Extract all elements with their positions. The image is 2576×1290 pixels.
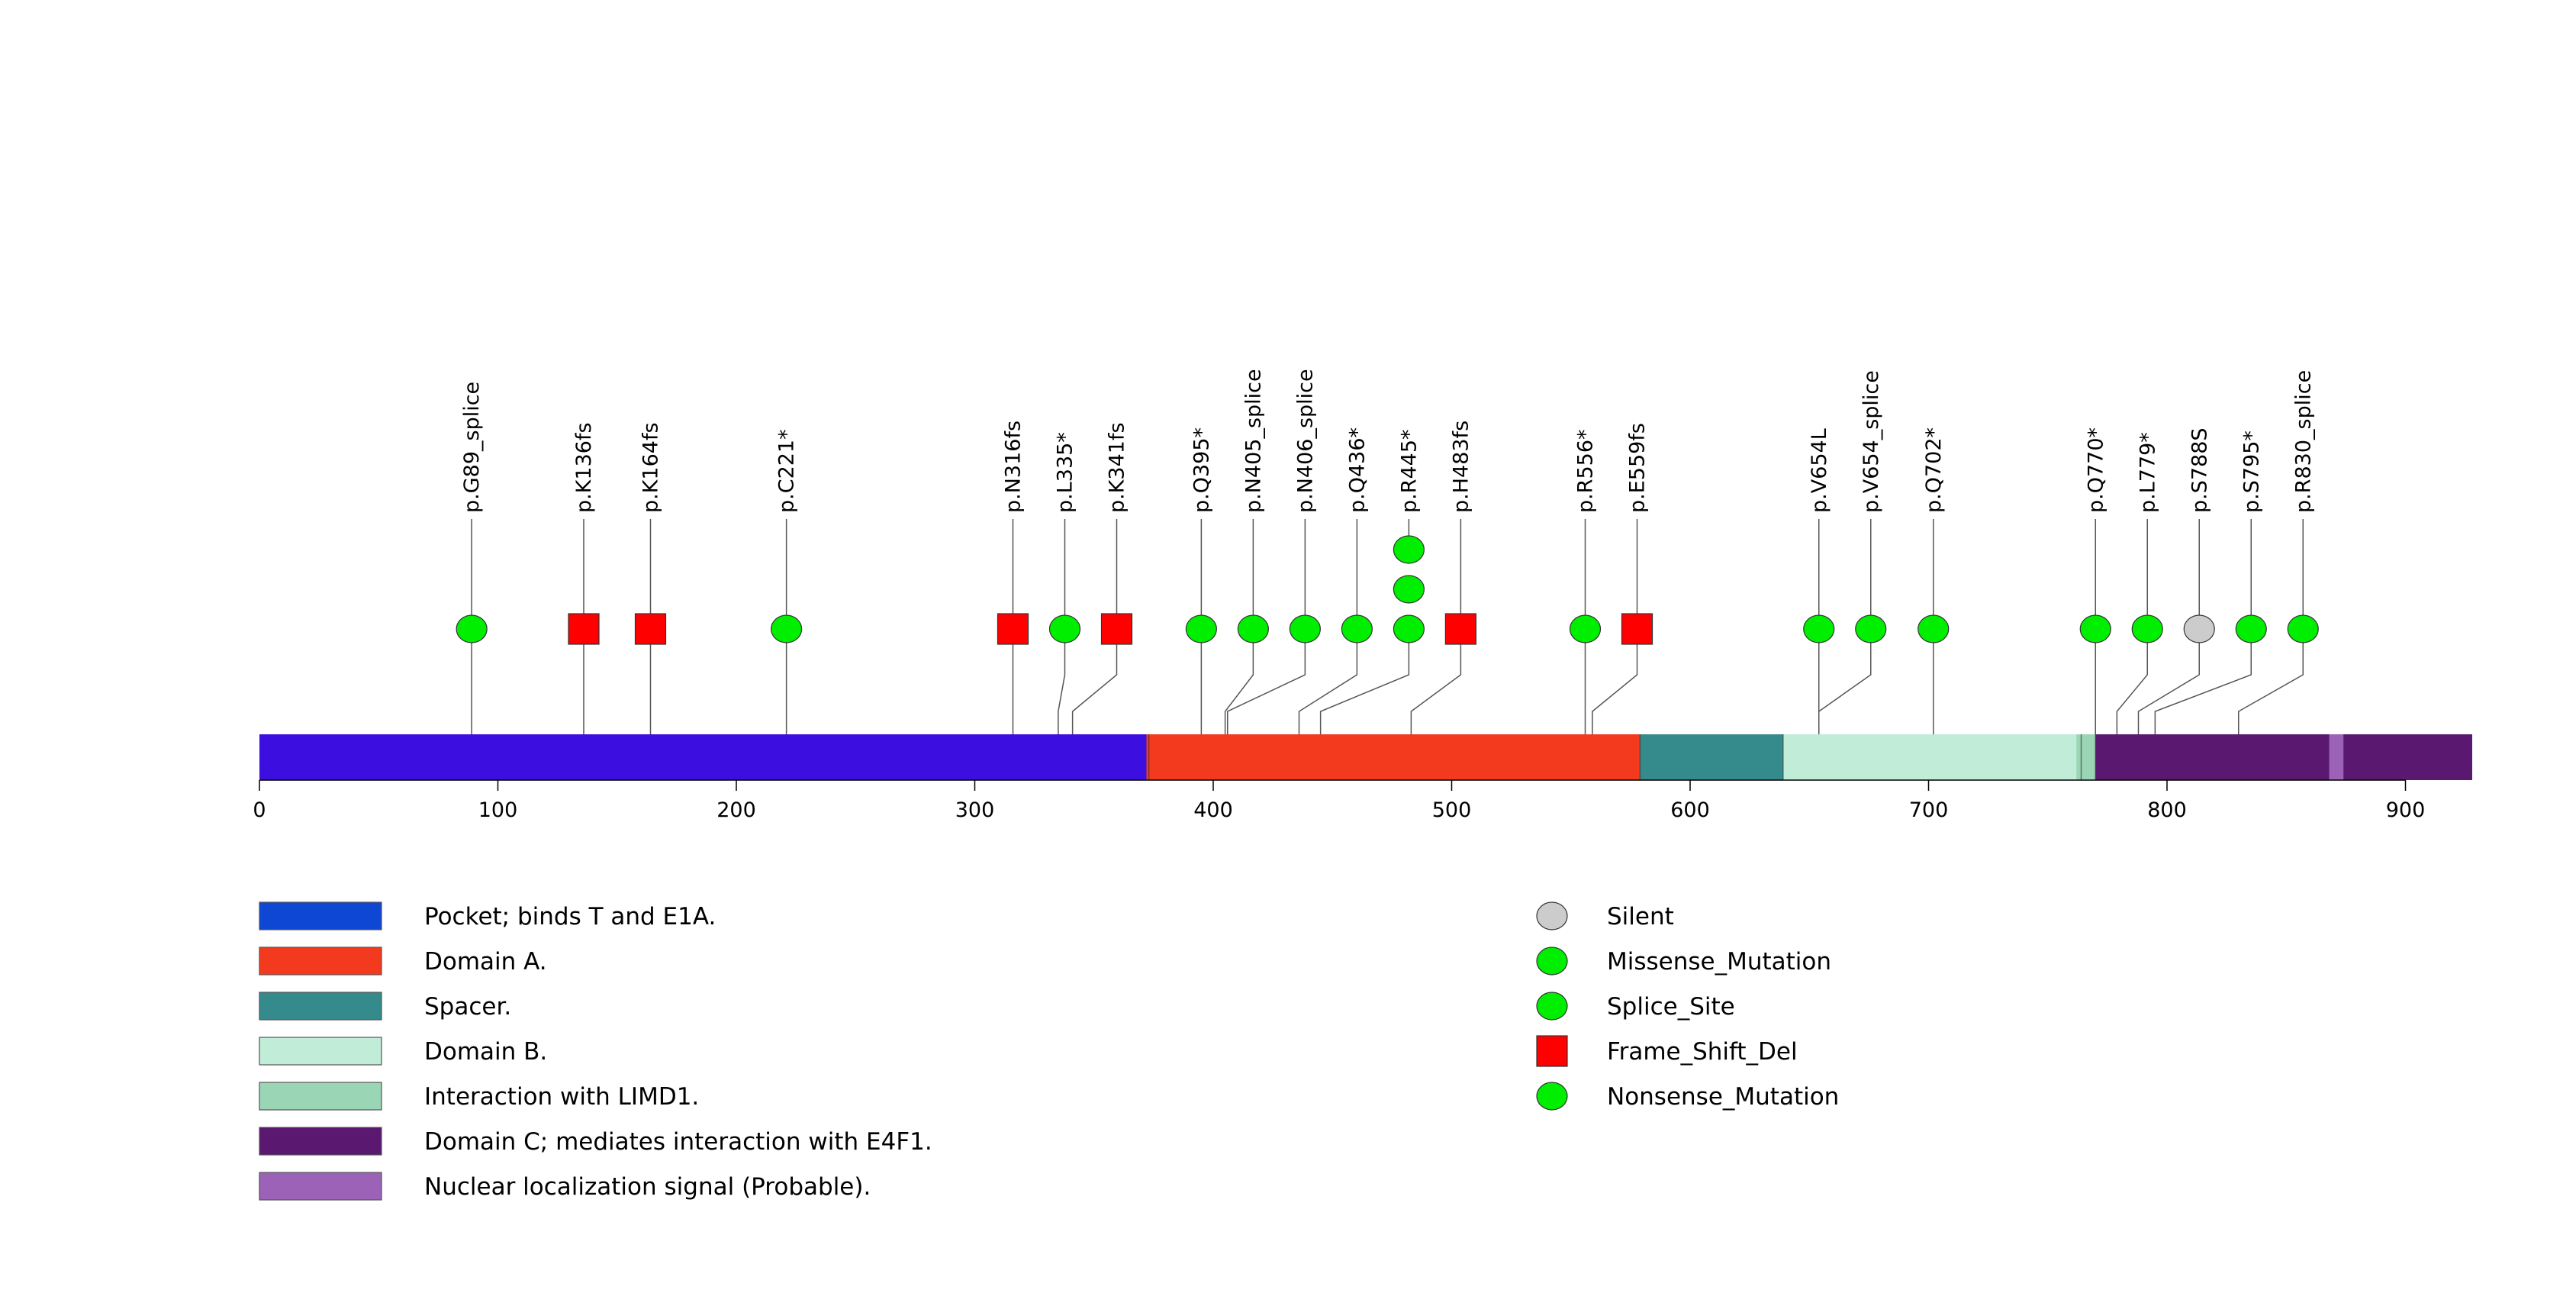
legend-mutation-label: Frame_Shift_Del: [1607, 1038, 1798, 1066]
legend-circle-icon: [1536, 992, 1568, 1021]
legend-swatch: [259, 901, 382, 930]
legend-circle-icon: [1536, 901, 1568, 930]
mutation-label: p.S795*: [2240, 431, 2263, 513]
domain-segment-4: [2076, 734, 2096, 780]
mutation-marker-circle[interactable]: [2079, 614, 2111, 643]
mutation-label: p.N316fs: [1002, 421, 1026, 513]
legend-swatch: [259, 1082, 382, 1111]
axis-tick-label: 100: [478, 798, 518, 822]
mutation-marker-circle[interactable]: [1855, 614, 1887, 643]
mutation-marker-circle[interactable]: [771, 614, 803, 643]
mutation-label: p.N405_splice: [1241, 369, 1265, 513]
legend-domain-label: Domain B.: [424, 1038, 547, 1066]
legend-mutation-label: Missense_Mutation: [1607, 948, 1831, 976]
x-axis: 0 100 200 300 400 500 600 700 800 900: [253, 779, 2426, 822]
mutation-marker-square[interactable]: [568, 613, 600, 645]
mutation-labels: p.G89_splice p.K136fs p.K164fs p.C221* p.N31…: [460, 369, 2315, 513]
mutation-label: p.E559fs: [1626, 423, 1650, 513]
axis-tick-label: 600: [1670, 798, 1710, 822]
mutation-marker-square[interactable]: [634, 613, 667, 645]
axis-tick-label: 300: [955, 798, 995, 822]
mutation-marker-circle[interactable]: [1048, 614, 1081, 643]
mutation-marker-square[interactable]: [997, 613, 1029, 645]
domain-legend: Pocket; binds T and E1A. Domain A. Spacer.…: [259, 901, 932, 1201]
mutation-label: p.Q770*: [2084, 427, 2107, 513]
mutation-marker-circle[interactable]: [1393, 575, 1425, 604]
legend-swatch: [259, 1127, 382, 1156]
axis-tick-label: 900: [2386, 798, 2426, 822]
legend-swatch: [259, 992, 382, 1021]
legend-domain-label: Spacer.: [424, 993, 511, 1021]
legend-square-icon: [1536, 1035, 1568, 1067]
legend-swatch: [259, 947, 382, 976]
legend-mutation-label: Splice_Site: [1607, 993, 1735, 1021]
mutation-label: p.S788S: [2188, 427, 2211, 513]
mutation-label: p.R830_splice: [2291, 370, 2315, 513]
mutation-marker-circle[interactable]: [1569, 614, 1602, 643]
legend-domain-label: Interaction with LIMD1.: [424, 1083, 699, 1111]
domain-segment-2: [1640, 734, 1783, 780]
mutation-marker-circle[interactable]: [1393, 535, 1425, 564]
legend-domain-label: Nuclear localization signal (Probable).: [424, 1173, 871, 1201]
axis-tick-label: 700: [1909, 798, 1949, 822]
connector-lines: [471, 519, 2304, 780]
mutation-marker-circle[interactable]: [2183, 614, 2215, 643]
mutation-marker-circle[interactable]: [1803, 614, 1835, 643]
mutation-marker-circle[interactable]: [2235, 614, 2267, 643]
mutation-marker-square[interactable]: [1444, 613, 1476, 645]
legend-swatch: [259, 1037, 382, 1066]
mutation-marker-circle[interactable]: [2287, 614, 2319, 643]
mutation-marker-circle[interactable]: [1237, 614, 1269, 643]
mutation-label: p.V654_splice: [1860, 370, 1883, 513]
mutation-label: p.C221*: [775, 429, 799, 513]
domain-segment-3: [1782, 734, 2082, 780]
mutation-label: p.Q395*: [1190, 427, 1213, 513]
domain-segment-1: [1146, 734, 1641, 780]
mutation-marker-circle[interactable]: [1185, 614, 1217, 643]
legend-swatch: [259, 1172, 382, 1201]
mutation-label: p.K136fs: [572, 422, 596, 513]
axis-tick-label: 400: [1193, 798, 1233, 822]
mutation-label: p.Q436*: [1345, 427, 1369, 513]
mutation-marker-circle[interactable]: [2131, 614, 2163, 643]
legend-domain-label: Domain C; mediates interaction with E4F1…: [424, 1128, 932, 1156]
mutation-label: p.G89_splice: [460, 382, 484, 513]
legend-mutation-label: Silent: [1607, 903, 1674, 930]
mutation-label: p.V654L: [1808, 428, 1831, 513]
mutation-label: p.Q702*: [1922, 427, 1946, 513]
legend-mutation-label: Nonsense_Mutation: [1607, 1083, 1839, 1111]
mutation-marker-square[interactable]: [1621, 613, 1653, 645]
mutation-markers: [456, 535, 2319, 645]
mutation-marker-circle[interactable]: [456, 614, 488, 643]
legend-domain-label: Domain A.: [424, 948, 547, 976]
mutation-marker-circle[interactable]: [1341, 614, 1373, 643]
domain-segment-0: [259, 734, 1149, 780]
legend-circle-icon: [1536, 947, 1568, 976]
mutation-marker-circle[interactable]: [1918, 614, 1950, 643]
mutation-label: p.R556*: [1574, 429, 1598, 513]
mutation-label: p.L779*: [2136, 432, 2159, 513]
mutation-label: p.K341fs: [1106, 422, 1129, 513]
mutation-marker-circle[interactable]: [1289, 614, 1321, 643]
axis-tick-label: 800: [2147, 798, 2187, 822]
legend-circle-icon: [1536, 1082, 1568, 1111]
mutation-marker-circle[interactable]: [1393, 614, 1425, 643]
domain-segment-6: [2329, 734, 2344, 780]
mutation-label: p.N406_splice: [1293, 369, 1317, 513]
mutation-label: p.K164fs: [639, 422, 663, 513]
axis-tick-label: 500: [1432, 798, 1472, 822]
legend-domain-label: Pocket; binds T and E1A.: [424, 903, 716, 930]
mutation-label: p.R445*: [1397, 429, 1421, 513]
axis-tick-label: 0: [253, 798, 266, 822]
mutation-label: p.H483fs: [1449, 421, 1473, 513]
axis-tick-label: 200: [716, 798, 756, 822]
domain-segment-5: [2095, 734, 2472, 780]
mutation-type-legend: Silent Missense_Mutation Splice_Site Frame_…: [1536, 901, 1839, 1111]
mutation-marker-square[interactable]: [1100, 613, 1133, 645]
mutation-label: p.L335*: [1054, 432, 1077, 513]
protein-bar: [259, 734, 2472, 780]
